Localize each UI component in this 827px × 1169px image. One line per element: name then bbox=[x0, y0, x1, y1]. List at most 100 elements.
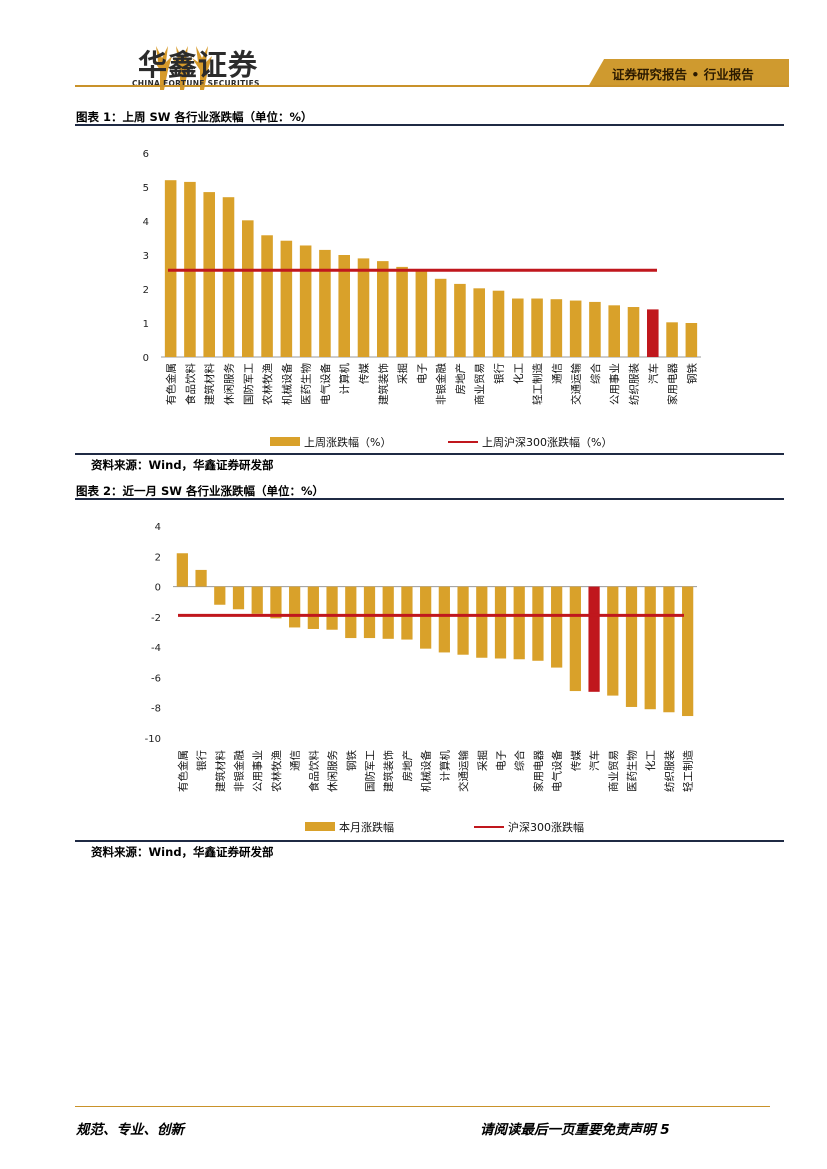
chart2-category-label: 轻工制造 bbox=[682, 750, 695, 792]
chart2-bar bbox=[476, 586, 488, 658]
chart2-bar bbox=[345, 586, 357, 639]
chart1-category-label: 电子 bbox=[415, 363, 428, 384]
chart1-category-label: 农林牧渔 bbox=[261, 363, 274, 405]
chart2-bar bbox=[513, 586, 525, 660]
chart1-category-label: 化工 bbox=[512, 363, 525, 384]
chart1-category-label: 钢铁 bbox=[685, 363, 698, 384]
chart1-category-label: 家用电器 bbox=[666, 363, 679, 405]
chart2-ytick-label: 4 bbox=[155, 522, 161, 533]
figure2-top-rule bbox=[75, 498, 784, 500]
chart2-category-label: 商业贸易 bbox=[607, 750, 620, 792]
header-divider bbox=[75, 85, 789, 87]
figure1-top-rule bbox=[75, 124, 784, 126]
chart2-bar bbox=[289, 586, 301, 628]
chart1-bar bbox=[492, 290, 505, 357]
chart1-bar bbox=[338, 255, 350, 357]
logo-english-name: CHINA FORTUNE SECURITIES bbox=[132, 79, 260, 88]
chart1-category-label: 纺织服装 bbox=[628, 363, 641, 405]
chart1-category-label: 机械设备 bbox=[280, 363, 293, 405]
chart1-bar bbox=[473, 288, 485, 357]
chart1-category-label: 银行 bbox=[493, 363, 506, 384]
company-logo-mark bbox=[152, 46, 212, 90]
chart2-bar bbox=[438, 586, 450, 653]
chart2-ytick-label: 2 bbox=[155, 552, 161, 563]
chart2-category-label: 银行 bbox=[195, 750, 208, 771]
chart1-category-label: 有色金属 bbox=[165, 363, 178, 405]
chart1-ytick-label: 4 bbox=[143, 217, 149, 228]
report-type-tag: 证券研究报告 • 行业报告 bbox=[612, 67, 754, 82]
chart2-bar bbox=[607, 586, 619, 696]
chart2-category-label: 休闲服务 bbox=[326, 750, 339, 792]
chart1-category-label: 建筑材料 bbox=[203, 363, 216, 405]
chart1-category-label: 建筑装饰 bbox=[377, 363, 390, 405]
chart2-category-label: 有色金属 bbox=[176, 750, 189, 792]
chart2-category-label: 采掘 bbox=[476, 750, 489, 771]
chart1-category-label: 休闲服务 bbox=[223, 363, 236, 405]
chart2-category-label: 钢铁 bbox=[345, 750, 358, 771]
chart1-category-label: 汽车 bbox=[647, 363, 660, 384]
chart2-category-label: 房地产 bbox=[401, 750, 414, 782]
chart2-category-label: 机械设备 bbox=[420, 750, 433, 792]
chart1-bar bbox=[627, 307, 640, 357]
chart1-category-label: 国防军工 bbox=[242, 363, 255, 405]
chart1-category-label: 公用事业 bbox=[608, 363, 621, 405]
chart1-legend-line-label: 上周沪深300涨跌幅（%） bbox=[482, 435, 612, 449]
chart2-category-label: 农林牧渔 bbox=[270, 750, 283, 792]
chart1-bar bbox=[396, 266, 408, 357]
chart1-category-label: 电气设备 bbox=[319, 363, 332, 405]
chart2-category-label: 通信 bbox=[290, 750, 302, 771]
chart1-bar bbox=[647, 309, 659, 357]
chart2-bar bbox=[363, 586, 376, 639]
chart2-bar bbox=[588, 586, 600, 692]
chart1-bar bbox=[164, 180, 177, 357]
chart1-category-label: 食品饮料 bbox=[184, 363, 197, 405]
figure1-chart: 0123456有色金属 食品饮料 建筑材料 休闲服务 国防军工 农林牧渔 机械设备 医药生物电… bbox=[143, 149, 701, 449]
chart2-bar bbox=[270, 586, 282, 619]
chart2-category-label: 家用电器 bbox=[532, 750, 545, 792]
chart2-category-label: 汽车 bbox=[588, 750, 601, 771]
chart1-bar bbox=[242, 220, 254, 357]
figure2-source: 资料来源：Wind，华鑫证券研发部 bbox=[91, 845, 274, 859]
chart2-category-label: 建筑材料 bbox=[214, 750, 227, 792]
figure1-bottom-rule bbox=[75, 453, 784, 455]
chart1-category-label: 非银金融 bbox=[435, 363, 448, 405]
chart1-legend-bar-label: 上周涨跌幅（%） bbox=[304, 435, 391, 449]
chart1-ytick-label: 3 bbox=[143, 251, 149, 262]
chart2-bar bbox=[644, 586, 656, 710]
chart2-bar bbox=[401, 586, 413, 640]
chart2-category-label: 纺织服装 bbox=[663, 750, 676, 792]
chart2-bar bbox=[214, 586, 226, 605]
chart1-category-label: 医药生物 bbox=[300, 363, 313, 405]
chart2-legend-bar-label: 本月涨跌幅 bbox=[339, 820, 394, 834]
chart2-legend-bar-swatch bbox=[305, 822, 335, 831]
chart2-bar bbox=[420, 586, 432, 649]
chart1-category-label: 计算机 bbox=[338, 363, 351, 395]
figure2-bottom-rule bbox=[75, 840, 784, 842]
chart2-bar bbox=[569, 586, 581, 692]
logo-chinese-name: 华鑫证券 bbox=[138, 48, 259, 82]
chart1-bar bbox=[222, 197, 235, 357]
chart1-ytick-label: 1 bbox=[143, 319, 149, 330]
chart2-bar bbox=[494, 586, 507, 659]
chart2-ytick-label: -8 bbox=[151, 704, 161, 715]
chart2-ytick-label: 0 bbox=[155, 583, 161, 594]
chart1-category-label: 轻工制造 bbox=[531, 363, 544, 405]
chart1-bar bbox=[377, 261, 389, 357]
chart2-bar bbox=[326, 586, 338, 630]
chart1-legend-bar-swatch bbox=[270, 437, 300, 446]
footer-divider bbox=[75, 1106, 770, 1107]
chart2-bar bbox=[532, 586, 544, 661]
chart1-category-label: 传媒 bbox=[358, 363, 371, 384]
chart1-category-label: 采掘 bbox=[396, 363, 409, 384]
chart1-bar bbox=[608, 305, 620, 357]
chart2-bar bbox=[307, 586, 319, 629]
chart2-category-label: 食品饮料 bbox=[307, 750, 320, 792]
chart2-ytick-label: -2 bbox=[151, 613, 161, 624]
chart2-bar bbox=[663, 586, 675, 713]
chart1-bar bbox=[434, 278, 447, 357]
chart2-legend-line-label: 沪深300涨跌幅 bbox=[508, 820, 584, 834]
chart2-ytick-label: -10 bbox=[145, 734, 161, 745]
figure2-title: 图表 2：近一月 SW 各行业涨跌幅（单位：%） bbox=[76, 484, 325, 498]
chart1-category-label: 商业贸易 bbox=[473, 363, 486, 405]
chart2-bar bbox=[251, 586, 263, 614]
